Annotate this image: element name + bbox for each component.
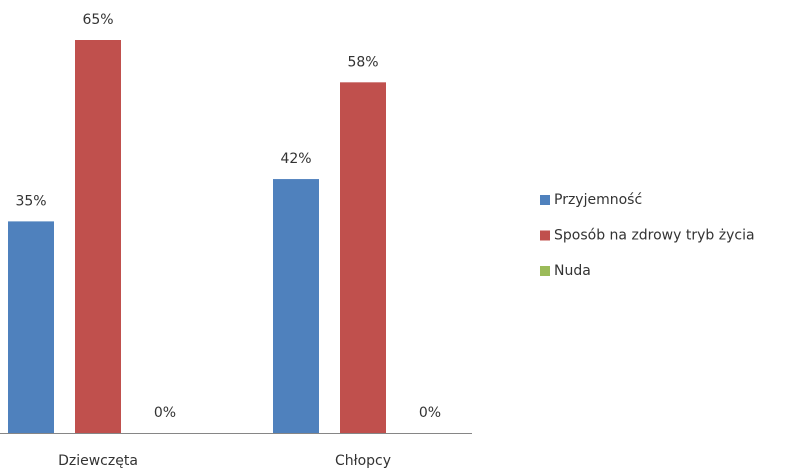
bar — [8, 221, 54, 433]
data-label: 0% — [419, 405, 441, 421]
legend-swatch — [540, 195, 550, 205]
legend-swatch — [540, 266, 550, 276]
legend-swatch — [540, 230, 550, 241]
bar — [273, 179, 319, 433]
legend-label: Sposób na zdrowy tryb życia — [554, 228, 755, 244]
bar — [340, 82, 386, 434]
data-label: 35% — [15, 193, 46, 209]
data-label: 42% — [280, 151, 311, 167]
bar — [75, 40, 121, 433]
data-label: 65% — [82, 12, 113, 28]
legend-label: Nuda — [554, 263, 591, 279]
x-tick-label: Dziewczęta — [58, 453, 138, 468]
data-label: 0% — [154, 405, 176, 421]
data-label: 58% — [347, 54, 378, 70]
legend-label: Przyjemność — [554, 192, 642, 208]
x-tick-label: Chłopcy — [335, 453, 391, 468]
